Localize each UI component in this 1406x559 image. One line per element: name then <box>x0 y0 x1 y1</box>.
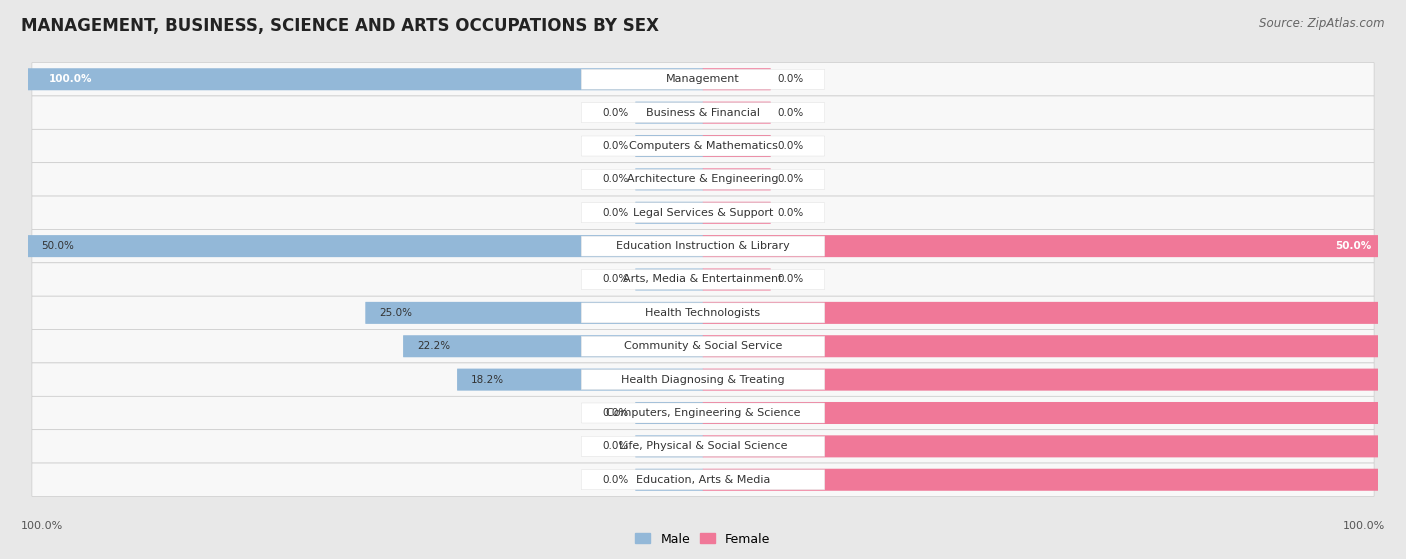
FancyBboxPatch shape <box>703 402 1406 424</box>
Text: 0.0%: 0.0% <box>778 74 803 84</box>
FancyBboxPatch shape <box>581 169 825 190</box>
FancyBboxPatch shape <box>703 268 770 291</box>
FancyBboxPatch shape <box>703 302 1406 324</box>
Text: 50.0%: 50.0% <box>1334 241 1371 251</box>
FancyBboxPatch shape <box>581 236 825 256</box>
FancyBboxPatch shape <box>32 463 1374 496</box>
FancyBboxPatch shape <box>703 335 1406 357</box>
Text: 100.0%: 100.0% <box>21 521 63 531</box>
Text: Life, Physical & Social Science: Life, Physical & Social Science <box>619 442 787 451</box>
Text: 0.0%: 0.0% <box>778 108 803 117</box>
Text: 18.2%: 18.2% <box>471 375 503 385</box>
Text: Business & Financial: Business & Financial <box>645 108 761 117</box>
Text: Arts, Media & Entertainment: Arts, Media & Entertainment <box>623 274 783 285</box>
FancyBboxPatch shape <box>404 335 703 357</box>
FancyBboxPatch shape <box>703 102 770 124</box>
Text: 50.0%: 50.0% <box>42 241 75 251</box>
FancyBboxPatch shape <box>703 469 1406 491</box>
FancyBboxPatch shape <box>32 129 1374 163</box>
FancyBboxPatch shape <box>32 363 1374 396</box>
FancyBboxPatch shape <box>457 368 703 391</box>
FancyBboxPatch shape <box>581 369 825 390</box>
Text: 22.2%: 22.2% <box>416 341 450 351</box>
Text: MANAGEMENT, BUSINESS, SCIENCE AND ARTS OCCUPATIONS BY SEX: MANAGEMENT, BUSINESS, SCIENCE AND ARTS O… <box>21 17 659 35</box>
Text: Architecture & Engineering: Architecture & Engineering <box>627 174 779 184</box>
FancyBboxPatch shape <box>32 96 1374 129</box>
Text: 0.0%: 0.0% <box>778 274 803 285</box>
FancyBboxPatch shape <box>581 269 825 290</box>
FancyBboxPatch shape <box>581 336 825 356</box>
Text: 0.0%: 0.0% <box>778 208 803 218</box>
FancyBboxPatch shape <box>703 202 770 224</box>
FancyBboxPatch shape <box>366 302 703 324</box>
FancyBboxPatch shape <box>32 163 1374 196</box>
FancyBboxPatch shape <box>581 69 825 89</box>
Text: Legal Services & Support: Legal Services & Support <box>633 208 773 218</box>
Legend: Male, Female: Male, Female <box>630 528 776 551</box>
Text: 0.0%: 0.0% <box>603 442 628 451</box>
Text: 100.0%: 100.0% <box>48 74 91 84</box>
Text: 0.0%: 0.0% <box>778 174 803 184</box>
FancyBboxPatch shape <box>636 135 703 157</box>
FancyBboxPatch shape <box>703 68 770 90</box>
Text: Health Diagnosing & Treating: Health Diagnosing & Treating <box>621 375 785 385</box>
Text: 100.0%: 100.0% <box>1343 521 1385 531</box>
FancyBboxPatch shape <box>581 437 825 456</box>
Text: Computers & Mathematics: Computers & Mathematics <box>628 141 778 151</box>
Text: 0.0%: 0.0% <box>778 141 803 151</box>
Text: 0.0%: 0.0% <box>603 108 628 117</box>
FancyBboxPatch shape <box>28 235 703 257</box>
FancyBboxPatch shape <box>636 268 703 291</box>
FancyBboxPatch shape <box>32 396 1374 430</box>
Text: 0.0%: 0.0% <box>603 208 628 218</box>
FancyBboxPatch shape <box>581 470 825 490</box>
Text: 0.0%: 0.0% <box>603 475 628 485</box>
FancyBboxPatch shape <box>32 229 1374 263</box>
FancyBboxPatch shape <box>32 430 1374 463</box>
FancyBboxPatch shape <box>32 263 1374 296</box>
Text: Community & Social Service: Community & Social Service <box>624 341 782 351</box>
Text: 0.0%: 0.0% <box>603 174 628 184</box>
FancyBboxPatch shape <box>636 168 703 191</box>
FancyBboxPatch shape <box>636 202 703 224</box>
Text: Education Instruction & Library: Education Instruction & Library <box>616 241 790 251</box>
FancyBboxPatch shape <box>32 63 1374 96</box>
Text: Source: ZipAtlas.com: Source: ZipAtlas.com <box>1260 17 1385 30</box>
FancyBboxPatch shape <box>703 168 770 191</box>
FancyBboxPatch shape <box>581 136 825 156</box>
Text: 0.0%: 0.0% <box>603 408 628 418</box>
FancyBboxPatch shape <box>581 103 825 122</box>
Text: Education, Arts & Media: Education, Arts & Media <box>636 475 770 485</box>
Text: Computers, Engineering & Science: Computers, Engineering & Science <box>606 408 800 418</box>
FancyBboxPatch shape <box>636 402 703 424</box>
FancyBboxPatch shape <box>32 196 1374 229</box>
FancyBboxPatch shape <box>581 303 825 323</box>
Text: Health Technologists: Health Technologists <box>645 308 761 318</box>
Text: 0.0%: 0.0% <box>603 274 628 285</box>
FancyBboxPatch shape <box>636 435 703 457</box>
Text: 0.0%: 0.0% <box>603 141 628 151</box>
FancyBboxPatch shape <box>32 296 1374 330</box>
Text: 25.0%: 25.0% <box>380 308 412 318</box>
FancyBboxPatch shape <box>636 102 703 124</box>
FancyBboxPatch shape <box>703 435 1406 457</box>
FancyBboxPatch shape <box>636 469 703 491</box>
FancyBboxPatch shape <box>703 135 770 157</box>
FancyBboxPatch shape <box>581 203 825 223</box>
FancyBboxPatch shape <box>703 368 1406 391</box>
Text: Management: Management <box>666 74 740 84</box>
FancyBboxPatch shape <box>0 68 703 90</box>
FancyBboxPatch shape <box>581 403 825 423</box>
FancyBboxPatch shape <box>703 235 1378 257</box>
FancyBboxPatch shape <box>32 330 1374 363</box>
